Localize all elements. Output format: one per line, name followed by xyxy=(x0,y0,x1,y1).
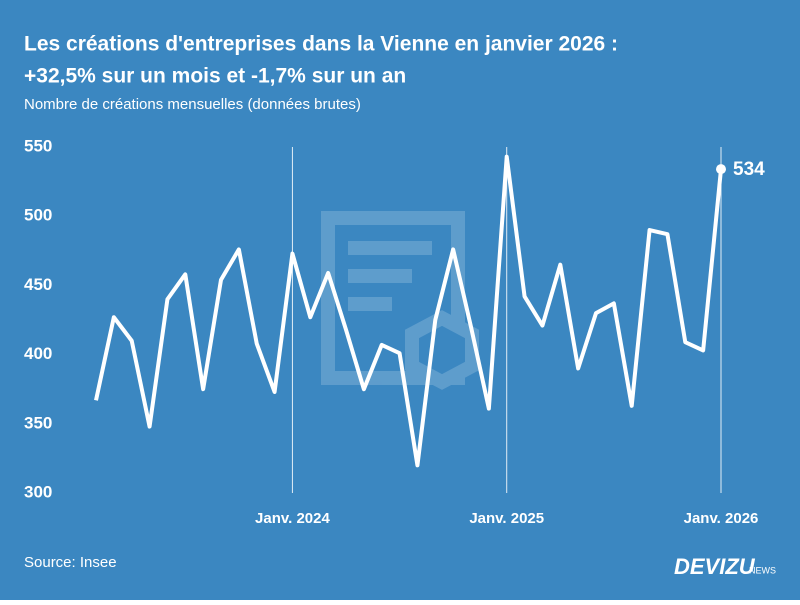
y-tick-label: 550 xyxy=(24,136,52,155)
data-label: 534 xyxy=(733,159,765,180)
brand-suffix: NEWS xyxy=(749,565,776,575)
chart-title: Les créations d'entreprises dans la Vien… xyxy=(24,33,618,56)
x-tick-label: Janv. 2025 xyxy=(469,510,544,527)
chart-subtitle: Nombre de créations mensuelles (données … xyxy=(24,96,361,113)
end-point xyxy=(716,164,726,175)
y-tick-label: 500 xyxy=(24,206,52,225)
line xyxy=(94,154,723,468)
y-tick-label: 400 xyxy=(24,344,52,363)
y-tick-label: 350 xyxy=(24,413,52,432)
x-tick-label: Janv. 2026 xyxy=(684,510,759,527)
y-tick-label: 450 xyxy=(24,275,52,294)
source: Source: Insee xyxy=(24,554,117,571)
y-tick-label: 300 xyxy=(24,482,52,501)
watermark xyxy=(321,211,479,390)
brand: DEVIZU xyxy=(674,554,756,579)
chart-title: +32,5% sur un mois et -1,7% sur un an xyxy=(24,65,406,88)
x-tick-label: Janv. 2024 xyxy=(255,510,330,527)
